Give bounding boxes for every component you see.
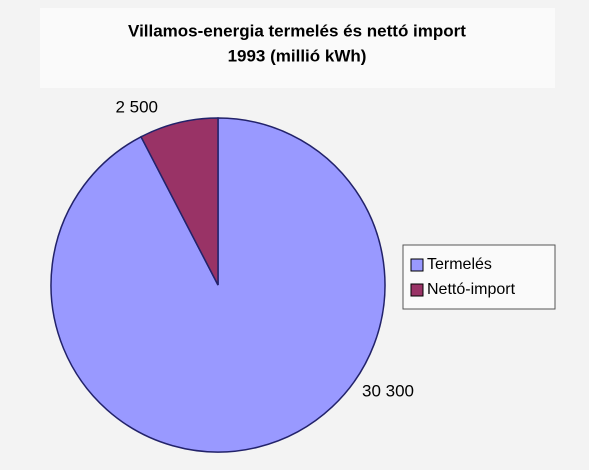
title-area	[40, 8, 555, 88]
chart-title: Villamos-energia termelés és nettó impor…	[128, 21, 466, 40]
pie-slice	[140, 117, 219, 286]
legend-label: Termelés	[427, 256, 492, 273]
legend	[402, 244, 556, 310]
legend-swatch	[410, 283, 424, 297]
legend-swatch	[410, 258, 424, 272]
chart-subtitle: 1993 (millió kWh)	[228, 46, 367, 65]
data-label: 30 300	[362, 381, 414, 400]
data-label: 2 500	[115, 97, 158, 116]
legend-label: Nettó-import	[427, 281, 516, 298]
